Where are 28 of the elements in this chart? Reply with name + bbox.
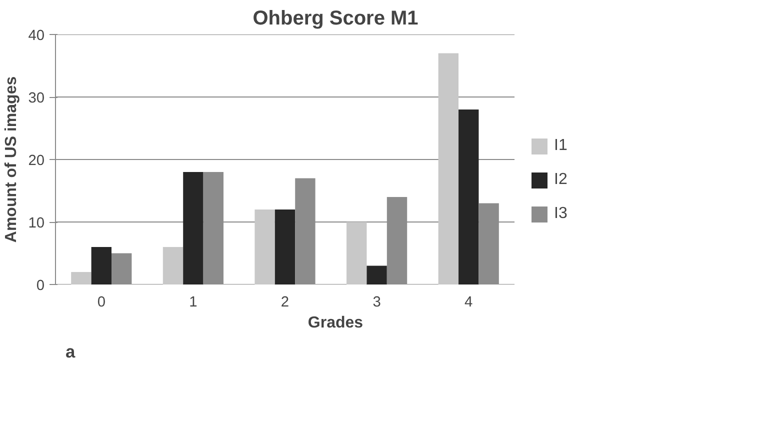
y-tick-label: 20 [28, 153, 45, 169]
bar [71, 272, 92, 284]
bar [438, 53, 459, 284]
bar [91, 247, 112, 284]
y-tick-label: 10 [28, 216, 45, 232]
chart-title: Ohberg Score M1 [252, 8, 418, 30]
bar [366, 266, 387, 284]
legend-label: I3 [554, 205, 568, 223]
y-tick-label: 30 [28, 90, 45, 106]
bar [112, 253, 132, 284]
x-tick-label: 4 [464, 294, 473, 310]
legend-label: I1 [554, 137, 568, 155]
x-axis-title: Grades [308, 314, 364, 332]
bar [458, 110, 479, 284]
text: a [66, 342, 76, 362]
x-tick-label: 3 [372, 294, 381, 310]
y-tick-label: 40 [28, 28, 45, 44]
x-tick-label: 0 [97, 294, 106, 310]
bar [274, 210, 296, 284]
bar [183, 172, 204, 284]
legend-label: I2 [554, 171, 568, 189]
x-tick-label: 2 [280, 294, 290, 310]
y-axis-title: Amount of US images [3, 76, 20, 243]
y-tick-label: 0 [36, 278, 45, 294]
bar [346, 222, 367, 284]
bar [162, 247, 184, 284]
x-tick-label: 1 [189, 294, 198, 310]
bar [254, 210, 275, 284]
